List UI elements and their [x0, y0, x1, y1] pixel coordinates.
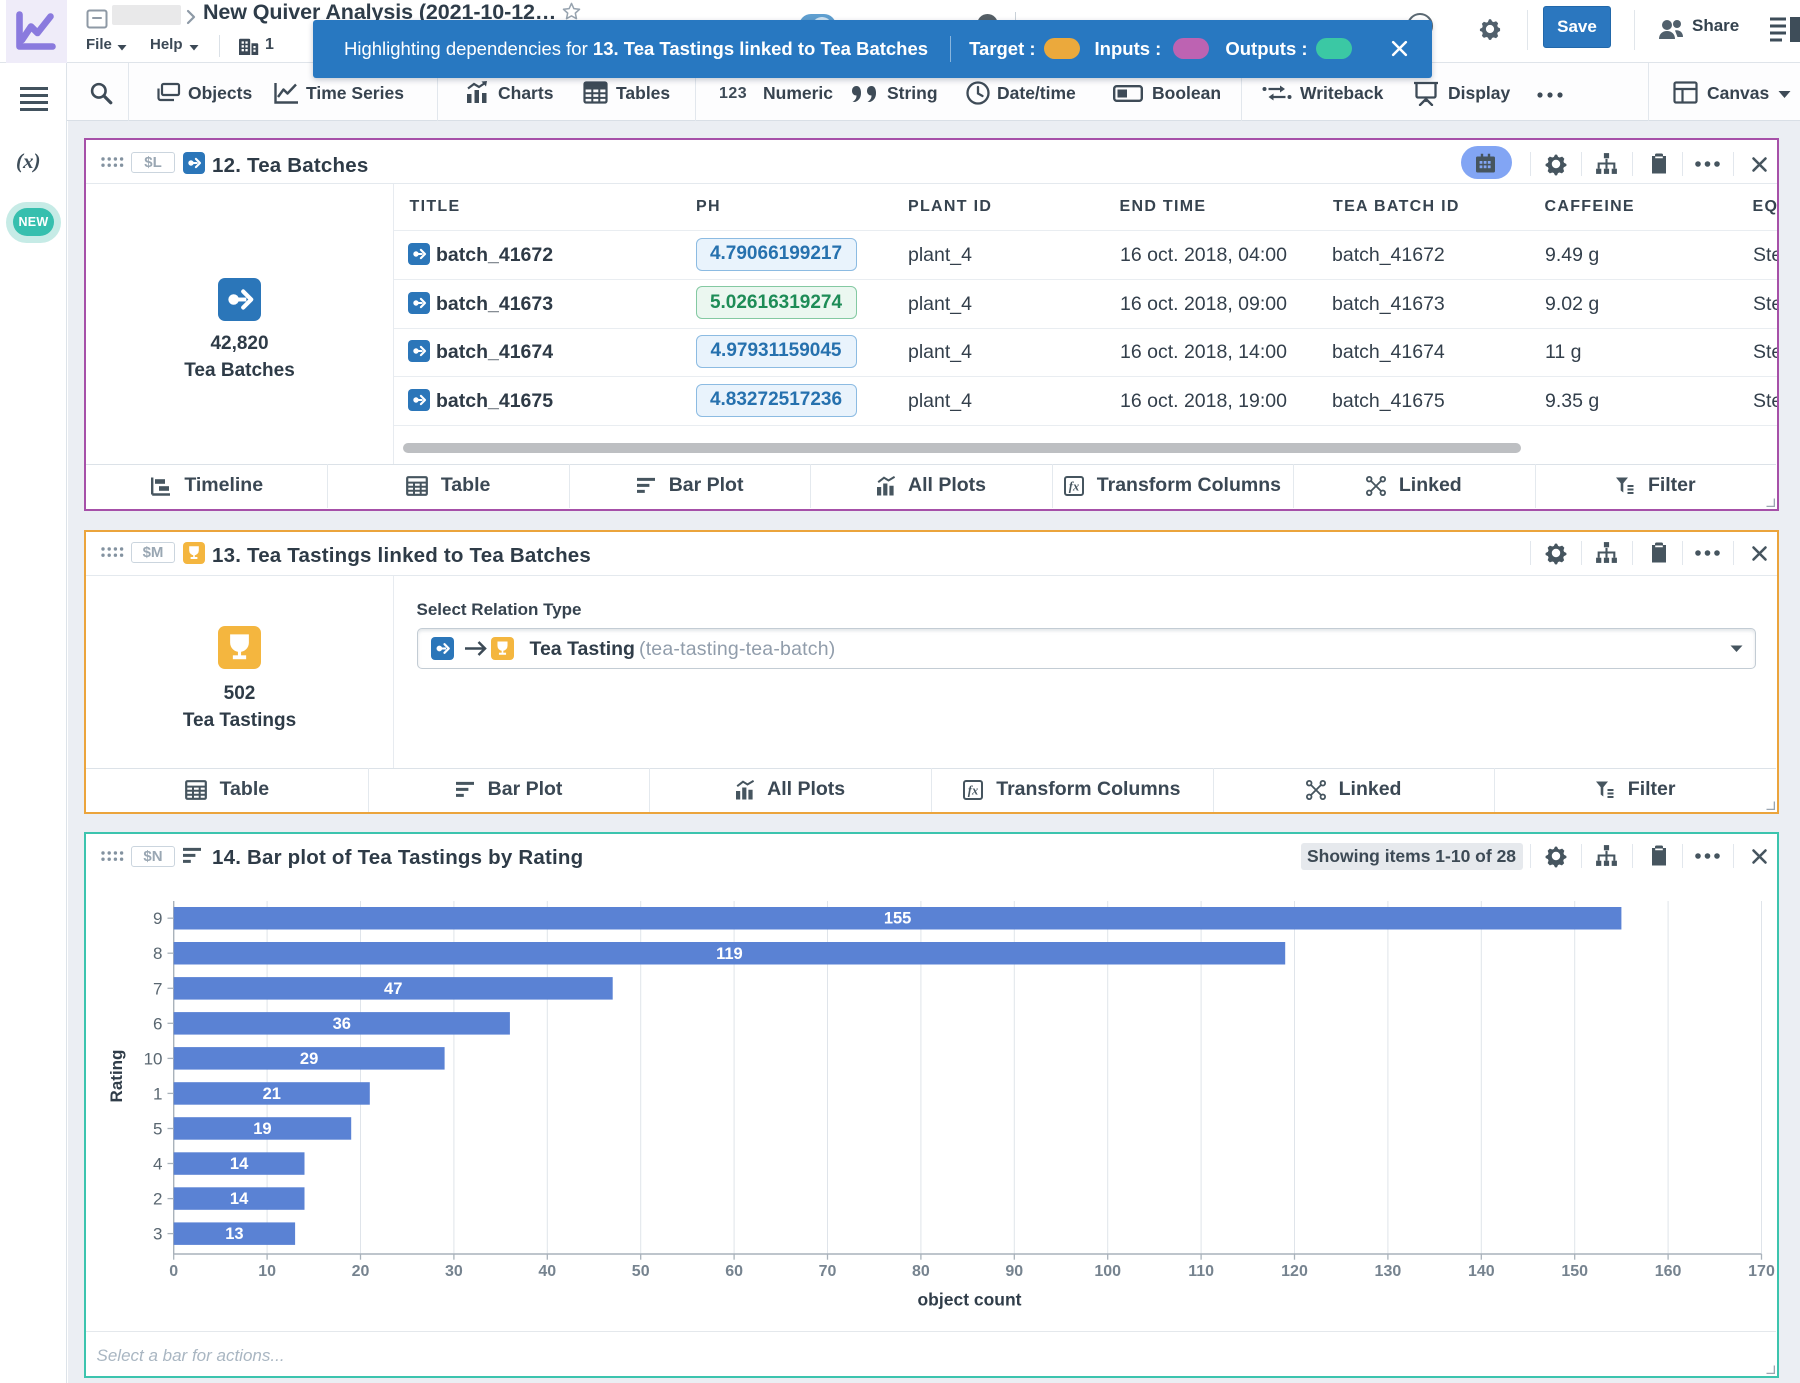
svg-text:130: 130	[1375, 1263, 1402, 1280]
svg-text:19: 19	[253, 1120, 271, 1138]
svg-text:7: 7	[153, 979, 162, 998]
svg-text:110: 110	[1188, 1263, 1214, 1280]
svg-text:170: 170	[1748, 1263, 1775, 1280]
svg-text:80: 80	[912, 1263, 930, 1280]
svg-text:100: 100	[1094, 1263, 1121, 1280]
svg-text:160: 160	[1655, 1263, 1682, 1280]
svg-text:8: 8	[153, 944, 162, 963]
svg-text:0: 0	[169, 1263, 178, 1280]
svg-text:6: 6	[153, 1014, 162, 1033]
svg-text:30: 30	[445, 1263, 463, 1280]
svg-text:2: 2	[153, 1189, 162, 1208]
svg-text:5: 5	[153, 1119, 162, 1138]
svg-text:13: 13	[225, 1225, 243, 1243]
svg-text:150: 150	[1561, 1263, 1588, 1280]
svg-text:155: 155	[884, 909, 912, 927]
svg-text:20: 20	[352, 1263, 370, 1280]
svg-text:90: 90	[1005, 1263, 1023, 1280]
svg-text:119: 119	[716, 944, 743, 962]
svg-text:10: 10	[144, 1049, 163, 1068]
svg-text:14: 14	[230, 1190, 249, 1208]
svg-text:3: 3	[153, 1224, 162, 1243]
svg-text:120: 120	[1281, 1263, 1308, 1280]
svg-text:40: 40	[538, 1263, 556, 1280]
svg-text:36: 36	[333, 1014, 351, 1032]
svg-text:9: 9	[153, 909, 162, 928]
svg-text:70: 70	[819, 1263, 837, 1280]
svg-text:Rating: Rating	[107, 1049, 126, 1102]
svg-text:14: 14	[230, 1155, 249, 1173]
svg-text:object count: object count	[917, 1289, 1021, 1309]
svg-text:29: 29	[300, 1049, 318, 1067]
svg-text:21: 21	[263, 1084, 281, 1102]
svg-text:4: 4	[153, 1154, 162, 1173]
svg-text:140: 140	[1468, 1263, 1495, 1280]
svg-text:10: 10	[258, 1263, 276, 1280]
svg-text:1: 1	[153, 1084, 162, 1103]
svg-text:50: 50	[632, 1263, 650, 1280]
svg-text:60: 60	[725, 1263, 743, 1280]
svg-text:47: 47	[384, 979, 402, 997]
